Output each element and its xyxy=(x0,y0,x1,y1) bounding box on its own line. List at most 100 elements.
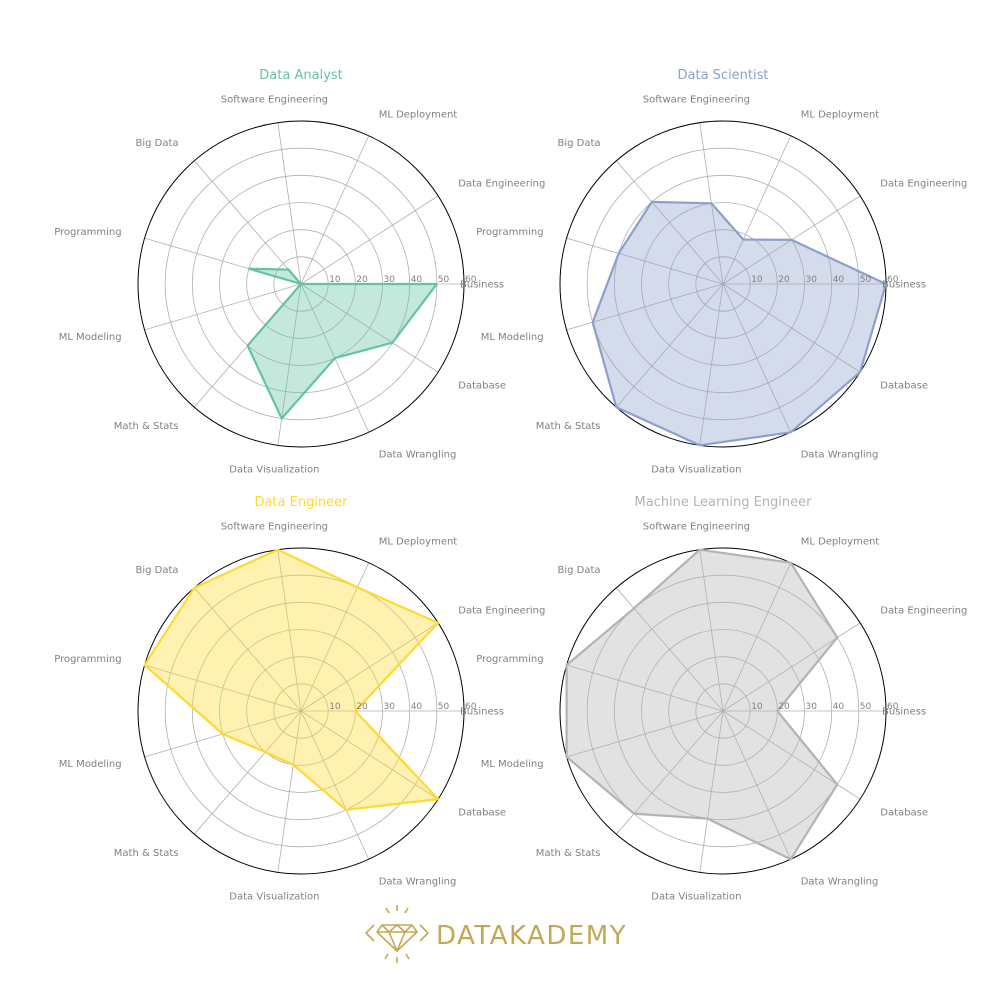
series-area xyxy=(591,200,888,447)
series-area xyxy=(565,548,839,861)
axis-label: ML Deployment xyxy=(379,109,458,120)
axis-label: Programming xyxy=(476,227,543,238)
tick-label: 50 xyxy=(860,702,872,712)
tick-label: 50 xyxy=(860,275,872,285)
panel-title: Data Engineer xyxy=(254,495,348,510)
axis-label: Software Engineering xyxy=(643,94,750,105)
grid-spoke xyxy=(566,237,724,285)
axis-label: Data Wrangling xyxy=(379,877,457,888)
tick-label: 30 xyxy=(806,702,818,712)
grid-spoke xyxy=(722,135,792,285)
grid-spoke xyxy=(300,135,370,285)
series-area xyxy=(246,267,438,420)
axis-label: Math & Stats xyxy=(536,421,601,432)
axis-label: Big Data xyxy=(557,565,600,576)
axis-label: ML Modeling xyxy=(481,332,544,343)
tick-label: 50 xyxy=(438,275,450,285)
axis-label: ML Deployment xyxy=(801,109,880,120)
axis-label: Big Data xyxy=(135,565,178,576)
grid-spoke xyxy=(566,710,724,758)
grid-spoke xyxy=(144,664,302,712)
grid-spoke xyxy=(699,710,724,873)
grid-spoke xyxy=(722,562,792,712)
axis-label: ML Modeling xyxy=(59,759,122,770)
grid-spoke xyxy=(193,587,302,712)
axis-label: Big Data xyxy=(557,138,600,149)
axis-label: Data Visualization xyxy=(651,465,741,476)
radar-frame xyxy=(559,547,887,875)
axis-label: Database xyxy=(458,808,506,819)
series-area xyxy=(143,548,440,811)
tick-label: 10 xyxy=(751,702,763,712)
tick-label: 30 xyxy=(384,702,396,712)
radar-frame xyxy=(137,120,465,448)
axis-label: Data Engineering xyxy=(458,605,545,616)
panel-title: Data Scientist xyxy=(678,68,769,83)
axis-label: Data Engineering xyxy=(458,178,545,189)
tick-label: 50 xyxy=(438,702,450,712)
axis-label: Data Visualization xyxy=(229,892,319,903)
axis-label: Software Engineering xyxy=(221,94,328,105)
axis-label: Data Wrangling xyxy=(379,450,457,461)
axis-label: Database xyxy=(458,381,506,392)
tick-label: 20 xyxy=(778,275,790,285)
axis-label: Business xyxy=(460,707,504,718)
axis-label: Programming xyxy=(54,654,121,665)
tick-label: 60 xyxy=(465,702,477,712)
tick-label: 20 xyxy=(356,702,368,712)
axis-label: Database xyxy=(880,381,928,392)
tick-label: 10 xyxy=(329,275,341,285)
grid-spoke xyxy=(722,283,792,433)
axis-label: Business xyxy=(460,280,504,291)
axis-label: Data Wrangling xyxy=(801,450,879,461)
grid-spoke xyxy=(699,283,724,446)
grid-spoke xyxy=(300,195,439,285)
axis-label: Software Engineering xyxy=(221,521,328,532)
axis-label: Programming xyxy=(476,654,543,665)
grid-spoke xyxy=(300,622,439,712)
tick-label: 20 xyxy=(356,275,368,285)
brand-name: DATAKADEMY xyxy=(436,921,627,951)
axis-label: ML Modeling xyxy=(481,759,544,770)
panel-title: Data Analyst xyxy=(259,68,342,83)
tick-label: 10 xyxy=(329,702,341,712)
axis-label: Data Visualization xyxy=(229,465,319,476)
axis-label: Business xyxy=(882,707,926,718)
tick-label: 40 xyxy=(833,275,845,285)
axis-label: ML Modeling xyxy=(59,332,122,343)
axis-label: Math & Stats xyxy=(114,421,179,432)
grid-spoke xyxy=(722,710,792,860)
panel-title: Machine Learning Engineer xyxy=(634,495,812,510)
grid-spoke xyxy=(615,283,724,408)
grid-spoke xyxy=(566,664,724,712)
grid-spoke xyxy=(615,160,724,285)
axis-label: Database xyxy=(880,808,928,819)
tick-label: 60 xyxy=(465,275,477,285)
axis-label: Data Wrangling xyxy=(801,877,879,888)
tick-label: 60 xyxy=(887,275,899,285)
radar-frame xyxy=(137,547,465,875)
axis-label: ML Deployment xyxy=(801,536,880,547)
axis-label: Programming xyxy=(54,227,121,238)
axis-label: Big Data xyxy=(135,138,178,149)
grid-spoke xyxy=(144,283,302,331)
axis-label: ML Deployment xyxy=(379,536,458,547)
axis-label: Data Engineering xyxy=(880,178,967,189)
grid-spoke xyxy=(300,710,370,860)
grid-spoke xyxy=(193,710,302,835)
axis-label: Data Engineering xyxy=(880,605,967,616)
tick-label: 60 xyxy=(887,702,899,712)
tick-label: 40 xyxy=(411,275,423,285)
grid-spoke xyxy=(699,549,724,712)
tick-label: 40 xyxy=(833,702,845,712)
grid-spoke xyxy=(277,122,302,285)
tick-label: 40 xyxy=(411,702,423,712)
diamond-logo-icon xyxy=(365,905,429,963)
grid-spoke xyxy=(722,283,861,373)
grid-spoke xyxy=(277,710,302,873)
